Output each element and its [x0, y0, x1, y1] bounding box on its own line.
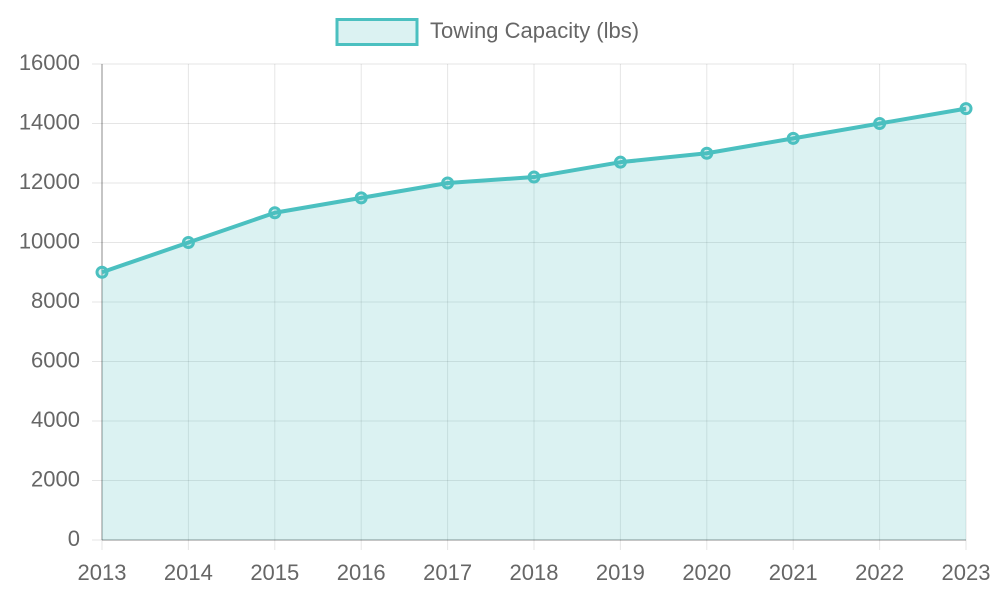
legend-swatch — [335, 18, 419, 46]
x-tick-label: 2015 — [250, 560, 299, 585]
line — [101, 106, 967, 275]
x-tick-label: 2014 — [164, 560, 213, 585]
x-tick-label: 2018 — [510, 560, 559, 585]
point — [959, 102, 973, 116]
x-tick-label: 2020 — [682, 560, 731, 585]
y-tick-label: 2000 — [31, 466, 80, 491]
x-tick-label: 2023 — [942, 560, 991, 585]
point — [181, 236, 195, 249]
y-tick-label: 6000 — [31, 347, 80, 372]
y-tick-label: 8000 — [31, 288, 80, 313]
point — [527, 170, 541, 184]
point — [873, 117, 887, 130]
point — [268, 206, 282, 220]
y-tick-label: 0 — [68, 526, 80, 551]
x-tick-label: 2019 — [596, 560, 645, 585]
y-tick-label: 10000 — [19, 228, 80, 253]
y-tick-label: 12000 — [19, 169, 80, 194]
point — [786, 131, 800, 145]
area — [102, 108, 966, 540]
x-tick-label: 2021 — [769, 560, 818, 585]
x-tick-label: 2013 — [78, 560, 127, 585]
y-tick-label: 14000 — [19, 109, 80, 134]
point — [441, 176, 455, 190]
y-tick-label: 4000 — [31, 407, 80, 432]
point — [700, 146, 714, 160]
point — [95, 265, 109, 279]
x-tick-label: 2017 — [423, 560, 472, 585]
x-tick-label: 2016 — [337, 560, 386, 585]
legend-label: Towing Capacity (lbs) — [430, 18, 639, 43]
point — [354, 191, 368, 205]
x-tick-label: 2022 — [855, 560, 904, 585]
y-tick-label: 16000 — [19, 50, 80, 75]
point — [613, 155, 627, 169]
